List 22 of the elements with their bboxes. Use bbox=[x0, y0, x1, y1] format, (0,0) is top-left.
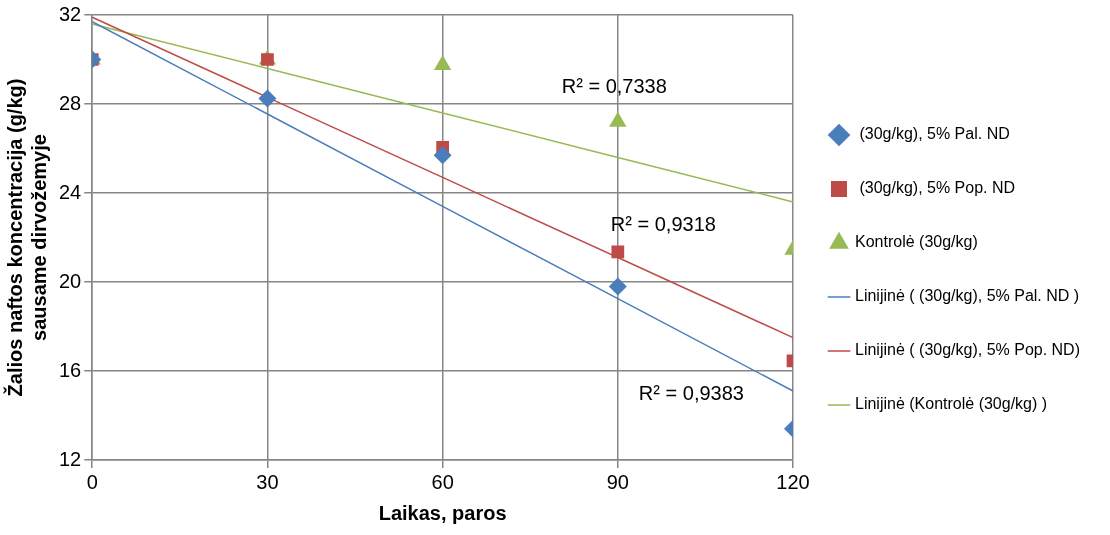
x-axis-title: Laikas, paros bbox=[378, 501, 507, 524]
annotation: R² = 0,7338 bbox=[561, 74, 667, 97]
x-tick-label: 120 bbox=[776, 470, 810, 493]
x-tick-label: 60 bbox=[431, 470, 454, 493]
annotation: R² = 0,9383 bbox=[638, 381, 744, 404]
legend-label: Linijinė ( (30g/kg), 5% Pal. ND ) bbox=[855, 287, 1080, 305]
y-tick-label: 24 bbox=[59, 180, 82, 203]
x-tick-label: 30 bbox=[256, 470, 279, 493]
x-tick-label: 0 bbox=[86, 470, 98, 493]
y-axis-title: Žalios naftos koncentracija (g/kg) sausame dirvožemyje bbox=[2, 78, 50, 397]
legend-label: (30g/kg), 5% Pal. ND bbox=[855, 125, 1010, 143]
y-tick-label: 28 bbox=[59, 91, 82, 114]
y-tick-label: 12 bbox=[59, 447, 82, 470]
y-tick-label: 20 bbox=[59, 269, 82, 292]
legend-label: Linijinė (Kontrolė (30g/kg) ) bbox=[855, 395, 1048, 413]
x-tick-label: 90 bbox=[606, 470, 629, 493]
legend-label: (30g/kg), 5% Pop. ND bbox=[855, 179, 1016, 197]
legend-label: Kontrolė (30g/kg) bbox=[855, 233, 978, 251]
annotation: R² = 0,9318 bbox=[610, 213, 716, 235]
y-tick-label: 16 bbox=[59, 358, 82, 381]
legend-label: Linijinė ( (30g/kg), 5% Pop. ND) bbox=[855, 341, 1080, 359]
y-tick-label: 32 bbox=[59, 2, 82, 25]
